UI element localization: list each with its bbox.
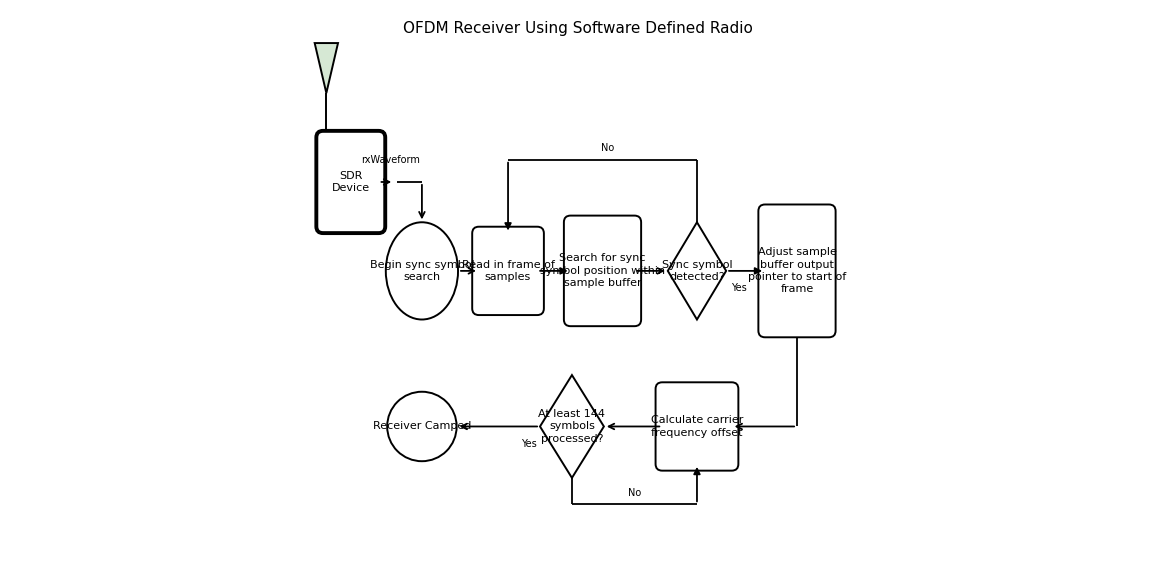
Polygon shape [541, 375, 604, 478]
Text: Calculate carrier
frequency offset: Calculate carrier frequency offset [650, 415, 743, 438]
Text: At least 144
symbols
processed?: At least 144 symbols processed? [538, 409, 605, 444]
Text: Adjust sample
buffer output
pointer to start of
frame: Adjust sample buffer output pointer to s… [748, 247, 847, 294]
Text: Receiver Camped: Receiver Camped [373, 421, 471, 431]
Polygon shape [668, 222, 726, 320]
Text: No: No [602, 143, 614, 152]
Text: Search for sync
symbol position within
sample buffer: Search for sync symbol position within s… [539, 253, 665, 288]
FancyBboxPatch shape [472, 227, 544, 315]
Polygon shape [314, 43, 338, 93]
Text: Begin sync symbol
search: Begin sync symbol search [370, 259, 475, 282]
FancyBboxPatch shape [656, 382, 738, 470]
Text: SDR
Device: SDR Device [331, 171, 370, 193]
FancyBboxPatch shape [564, 215, 641, 326]
Ellipse shape [387, 392, 456, 461]
Text: No: No [628, 488, 641, 497]
Text: rxWaveform: rxWaveform [362, 155, 420, 165]
Text: Yes: Yes [731, 283, 746, 293]
Text: Read in frame of
samples: Read in frame of samples [462, 259, 554, 282]
Text: Yes: Yes [521, 439, 537, 449]
FancyBboxPatch shape [759, 205, 835, 337]
Text: OFDM Receiver Using Software Defined Radio: OFDM Receiver Using Software Defined Rad… [403, 21, 752, 36]
FancyBboxPatch shape [316, 131, 386, 233]
Text: Sync symbol
detected?: Sync symbol detected? [662, 259, 732, 282]
Ellipse shape [386, 222, 459, 320]
